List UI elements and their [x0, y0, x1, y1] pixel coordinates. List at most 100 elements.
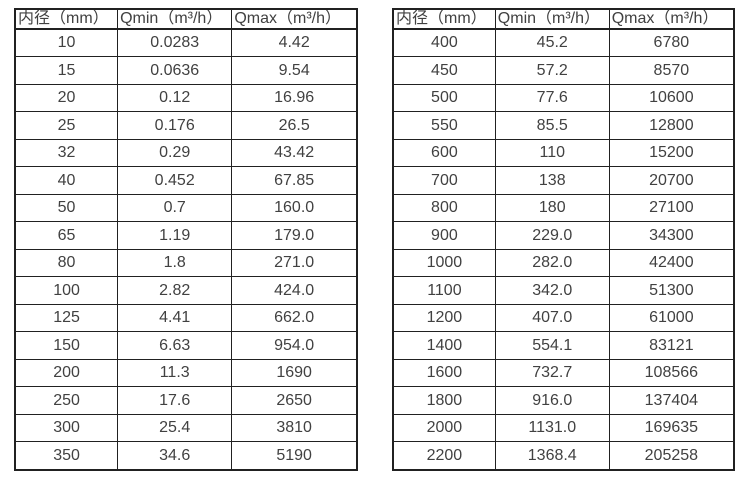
table-cell: 2650	[231, 386, 358, 415]
table-cell: 342.0	[494, 276, 610, 305]
table-cell: 1000	[392, 248, 496, 278]
table-cell: 554.1	[494, 331, 610, 360]
table-cell: 150	[14, 331, 119, 360]
table-cell: 10	[14, 28, 119, 58]
table-header-row: 内径（mm） Qmin（m³/h） Qmax（m³/h）	[14, 8, 358, 30]
table-cell: 6.63	[117, 331, 233, 360]
table-row: 15 0.0636 9.54	[14, 56, 358, 85]
table-cell: 4.41	[117, 303, 233, 333]
table-cell: 282.0	[494, 248, 610, 278]
table-cell: 160.0	[231, 193, 358, 223]
table-cell: 6780	[608, 28, 735, 58]
table-cell: 400	[392, 28, 496, 58]
table-cell: 200	[14, 358, 119, 388]
column-header-qmin: Qmin（m³/h）	[117, 8, 233, 30]
table-cell: 83121	[608, 331, 735, 360]
column-header-qmax: Qmax（m³/h）	[608, 8, 735, 30]
table-header-row: 内径（mm） Qmin（m³/h） Qmax（m³/h）	[392, 8, 735, 30]
table-row: 900 229.0 34300	[392, 221, 735, 250]
table-row: 2200 1368.4 205258	[392, 441, 735, 471]
table-cell: 9.54	[231, 56, 358, 85]
table-cell: 32	[14, 138, 119, 168]
table-cell: 1.8	[117, 248, 233, 278]
table-cell: 20700	[608, 166, 735, 195]
table-cell: 179.0	[231, 221, 358, 250]
table-row: 1400 554.1 83121	[392, 331, 735, 360]
table-cell: 65	[14, 221, 119, 250]
table-cell: 954.0	[231, 331, 358, 360]
table-cell: 138	[494, 166, 610, 195]
table-cell: 424.0	[231, 276, 358, 305]
table-row: 2000 1131.0 169635	[392, 413, 735, 443]
table-cell: 16.96	[231, 83, 358, 113]
table-cell: 550	[392, 111, 496, 140]
table-cell: 137404	[608, 386, 735, 415]
table-row: 65 1.19 179.0	[14, 221, 358, 250]
table-cell: 450	[392, 56, 496, 85]
table-cell: 20	[14, 83, 119, 113]
column-header-qmax: Qmax（m³/h）	[231, 8, 358, 30]
table-row: 1200 407.0 61000	[392, 303, 735, 333]
table-cell: 77.6	[494, 83, 610, 113]
table-cell: 1690	[231, 358, 358, 388]
table-cell: 12800	[608, 111, 735, 140]
table-cell: 34300	[608, 221, 735, 250]
table-row: 550 85.5 12800	[392, 111, 735, 140]
table-cell: 0.452	[117, 166, 233, 195]
table-cell: 25.4	[117, 413, 233, 443]
table-cell: 2000	[392, 413, 496, 443]
table-row: 350 34.6 5190	[14, 441, 358, 471]
table-cell: 0.7	[117, 193, 233, 223]
table-row: 450 57.2 8570	[392, 56, 735, 85]
table-cell: 67.85	[231, 166, 358, 195]
table-cell: 11.3	[117, 358, 233, 388]
table-cell: 17.6	[117, 386, 233, 415]
table-row: 10 0.0283 4.42	[14, 28, 358, 58]
table-cell: 0.0283	[117, 28, 233, 58]
table-row: 400 45.2 6780	[392, 28, 735, 58]
table-cell: 229.0	[494, 221, 610, 250]
table-row: 20 0.12 16.96	[14, 83, 358, 113]
table-cell: 1800	[392, 386, 496, 415]
table-cell: 1.19	[117, 221, 233, 250]
table-cell: 51300	[608, 276, 735, 305]
table-cell: 3810	[231, 413, 358, 443]
table-row: 700 138 20700	[392, 166, 735, 195]
column-header-qmin: Qmin（m³/h）	[494, 8, 610, 30]
table-cell: 732.7	[494, 358, 610, 388]
table-cell: 1368.4	[494, 441, 610, 471]
table-row: 250 17.6 2650	[14, 386, 358, 415]
table-cell: 180	[494, 193, 610, 223]
table-cell: 1200	[392, 303, 496, 333]
column-header-diameter: 内径（mm）	[14, 8, 119, 30]
table-row: 1800 916.0 137404	[392, 386, 735, 415]
table-cell: 900	[392, 221, 496, 250]
table-row: 50 0.7 160.0	[14, 193, 358, 223]
flow-range-table-large-diameters: 内径（mm） Qmin（m³/h） Qmax（m³/h） 400 45.2 6780…	[392, 8, 735, 471]
table-row: 125 4.41 662.0	[14, 303, 358, 333]
table-cell: 40	[14, 166, 119, 195]
table-row: 80 1.8 271.0	[14, 248, 358, 278]
table-cell: 700	[392, 166, 496, 195]
table-row: 40 0.452 67.85	[14, 166, 358, 195]
table-cell: 0.29	[117, 138, 233, 168]
table-cell: 800	[392, 193, 496, 223]
table-cell: 8570	[608, 56, 735, 85]
table-row: 32 0.29 43.42	[14, 138, 358, 168]
table-cell: 125	[14, 303, 119, 333]
table-cell: 169635	[608, 413, 735, 443]
table-cell: 15	[14, 56, 119, 85]
table-cell: 110	[494, 138, 610, 168]
table-cell: 108566	[608, 358, 735, 388]
flow-range-table-small-diameters: 内径（mm） Qmin（m³/h） Qmax（m³/h） 10 0.0283 4.4…	[14, 8, 358, 471]
table-cell: 57.2	[494, 56, 610, 85]
table-cell: 27100	[608, 193, 735, 223]
table-cell: 1131.0	[494, 413, 610, 443]
table-row: 1100 342.0 51300	[392, 276, 735, 305]
table-cell: 0.176	[117, 111, 233, 140]
table-cell: 1400	[392, 331, 496, 360]
column-header-diameter: 内径（mm）	[392, 8, 496, 30]
table-cell: 15200	[608, 138, 735, 168]
table-cell: 250	[14, 386, 119, 415]
